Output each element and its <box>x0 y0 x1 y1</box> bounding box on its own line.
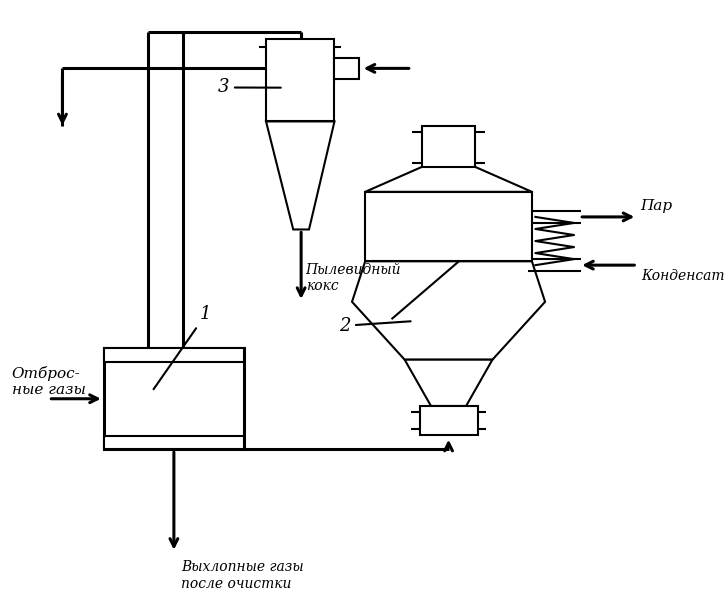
Text: Выхлопные газы
после очистки: Выхлопные газы после очистки <box>181 561 304 590</box>
Text: Конденсат: Конденсат <box>640 269 724 283</box>
Text: Пылевидный
кокс: Пылевидный кокс <box>305 263 401 293</box>
Bar <box>104 436 244 450</box>
Bar <box>104 348 244 362</box>
Polygon shape <box>405 359 492 406</box>
Polygon shape <box>365 167 532 192</box>
Bar <box>104 348 244 450</box>
Bar <box>422 126 475 167</box>
Bar <box>365 192 532 261</box>
Text: Отброс-
ные газы: Отброс- ные газы <box>12 366 86 397</box>
Polygon shape <box>352 261 545 359</box>
Text: 3: 3 <box>218 78 281 97</box>
Text: Пар: Пар <box>640 199 673 213</box>
Text: 1: 1 <box>153 305 212 389</box>
Polygon shape <box>266 121 334 229</box>
Text: 2: 2 <box>339 317 411 335</box>
Bar <box>419 406 478 435</box>
Bar <box>334 58 359 79</box>
Bar <box>266 39 334 121</box>
